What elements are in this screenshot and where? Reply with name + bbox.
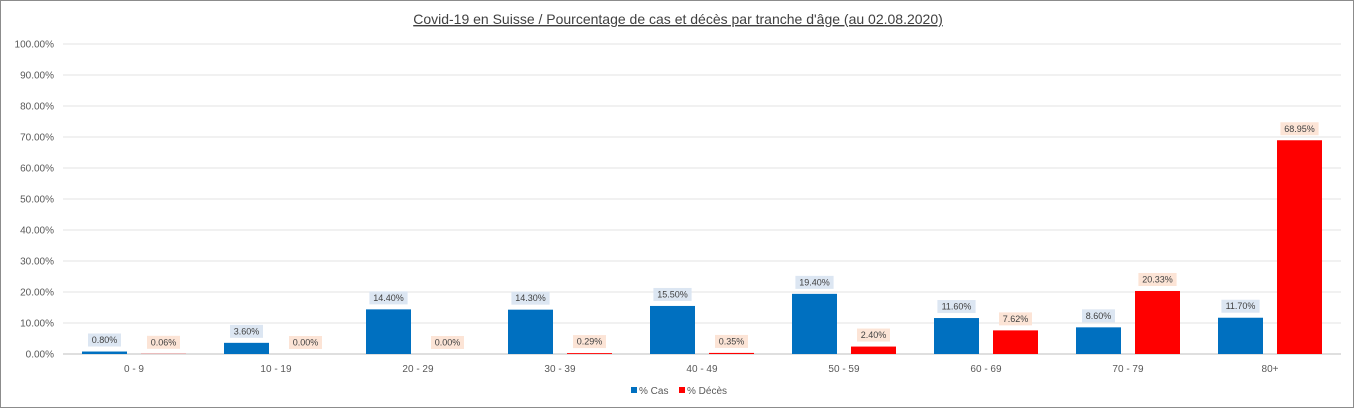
x-tick-label: 0 - 9 <box>124 364 144 375</box>
y-tick-label: 80.00% <box>20 102 54 113</box>
bar-cas <box>650 306 695 354</box>
data-label-cas: 15.50% <box>657 289 688 299</box>
x-tick-label: 20 - 29 <box>402 364 434 375</box>
y-tick-label: 50.00% <box>20 195 54 206</box>
legend: % Cas % Décès <box>631 386 727 397</box>
data-label-cas: 8.60% <box>1086 311 1112 321</box>
bar-deces <box>709 353 754 354</box>
bar-cas <box>934 318 979 354</box>
chart-title: Covid-19 en Suisse / Pourcentage de cas … <box>413 11 943 27</box>
y-axis: 0.00% 10.00% 20.00% 30.00% 40.00% 50.00% 60.00… <box>15 40 55 361</box>
bar-cas <box>508 310 553 354</box>
bar-cas <box>224 343 269 354</box>
data-label-deces: 0.35% <box>719 336 745 346</box>
bar-cas <box>366 309 411 354</box>
x-tick-label: 10 - 19 <box>260 364 292 375</box>
data-label-cas: 19.40% <box>799 277 830 287</box>
y-tick-label: 40.00% <box>20 226 54 237</box>
data-label-deces: 0.29% <box>577 337 603 347</box>
legend-label-cas: % Cas <box>639 386 668 397</box>
data-label-deces: 7.62% <box>1003 314 1029 324</box>
x-tick-label: 70 - 79 <box>1112 364 1144 375</box>
x-tick-label: 50 - 59 <box>828 364 860 375</box>
bar-deces <box>1277 140 1322 354</box>
data-label-deces: 20.33% <box>1142 274 1173 284</box>
bars: 0.80% 0.06% 3.60% 0.00% 14.40% 0.00% 14.30% 0.2… <box>82 122 1322 354</box>
data-label-cas: 11.60% <box>942 302 972 312</box>
x-axis: 0 - 9 10 - 19 20 - 29 30 - 39 40 - 49 50 - 59… <box>124 364 1279 375</box>
bar-deces <box>567 353 612 354</box>
data-label-cas: 14.40% <box>373 293 404 303</box>
data-label-cas: 14.30% <box>515 293 546 303</box>
bar-cas <box>1218 318 1263 354</box>
y-tick-label: 60.00% <box>20 164 54 175</box>
legend-label-deces: % Décès <box>687 386 727 397</box>
x-tick-label: 30 - 39 <box>544 364 576 375</box>
data-label-deces: 0.00% <box>435 338 461 348</box>
y-tick-label: 70.00% <box>20 133 54 144</box>
bar-cas <box>792 294 837 354</box>
data-label-cas: 0.80% <box>92 335 118 345</box>
y-tick-label: 90.00% <box>20 71 54 82</box>
bar-cas <box>1076 327 1121 354</box>
y-tick-label: 10.00% <box>20 319 54 330</box>
legend-swatch-deces <box>679 387 685 393</box>
data-label-cas: 11.70% <box>1226 301 1256 311</box>
legend-swatch-cas <box>631 387 637 393</box>
data-label-deces: 68.95% <box>1284 124 1315 134</box>
data-label-deces: 0.06% <box>151 337 177 347</box>
y-tick-label: 0.00% <box>26 350 54 361</box>
x-tick-label: 80+ <box>1262 364 1279 375</box>
x-tick-label: 40 - 49 <box>686 364 718 375</box>
bar-cas <box>82 352 127 354</box>
y-tick-label: 100.00% <box>15 40 55 51</box>
data-label-deces: 2.40% <box>861 330 887 340</box>
bar-deces <box>1135 291 1180 354</box>
x-tick-label: 60 - 69 <box>970 364 1002 375</box>
data-label-cas: 3.60% <box>234 326 260 336</box>
data-label-deces: 0.00% <box>293 338 319 348</box>
bar-deces <box>851 347 896 354</box>
bar-deces <box>993 330 1038 354</box>
y-tick-label: 20.00% <box>20 288 54 299</box>
y-tick-label: 30.00% <box>20 257 54 268</box>
